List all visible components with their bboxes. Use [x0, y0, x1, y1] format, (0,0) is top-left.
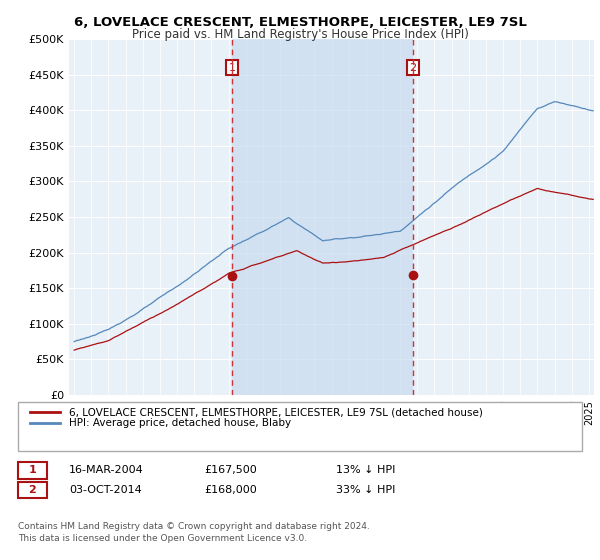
Text: 13% ↓ HPI: 13% ↓ HPI — [336, 465, 395, 475]
Text: 33% ↓ HPI: 33% ↓ HPI — [336, 485, 395, 495]
Bar — [232, 39, 413, 395]
Text: HPI: Average price, detached house, Blaby: HPI: Average price, detached house, Blab… — [69, 418, 291, 428]
Text: £167,500: £167,500 — [204, 465, 257, 475]
Text: 2: 2 — [29, 485, 36, 495]
Text: 1: 1 — [229, 63, 236, 73]
Text: Price paid vs. HM Land Registry's House Price Index (HPI): Price paid vs. HM Land Registry's House … — [131, 28, 469, 41]
Text: Contains HM Land Registry data © Crown copyright and database right 2024.
This d: Contains HM Land Registry data © Crown c… — [18, 522, 370, 543]
Text: 6, LOVELACE CRESCENT, ELMESTHORPE, LEICESTER, LE9 7SL: 6, LOVELACE CRESCENT, ELMESTHORPE, LEICE… — [74, 16, 526, 29]
Text: 6, LOVELACE CRESCENT, ELMESTHORPE, LEICESTER, LE9 7SL (detached house): 6, LOVELACE CRESCENT, ELMESTHORPE, LEICE… — [69, 407, 483, 417]
Text: 03-OCT-2014: 03-OCT-2014 — [69, 485, 142, 495]
Text: 1: 1 — [29, 465, 36, 475]
Text: 16-MAR-2004: 16-MAR-2004 — [69, 465, 144, 475]
Text: 2: 2 — [409, 63, 416, 73]
Text: £168,000: £168,000 — [204, 485, 257, 495]
